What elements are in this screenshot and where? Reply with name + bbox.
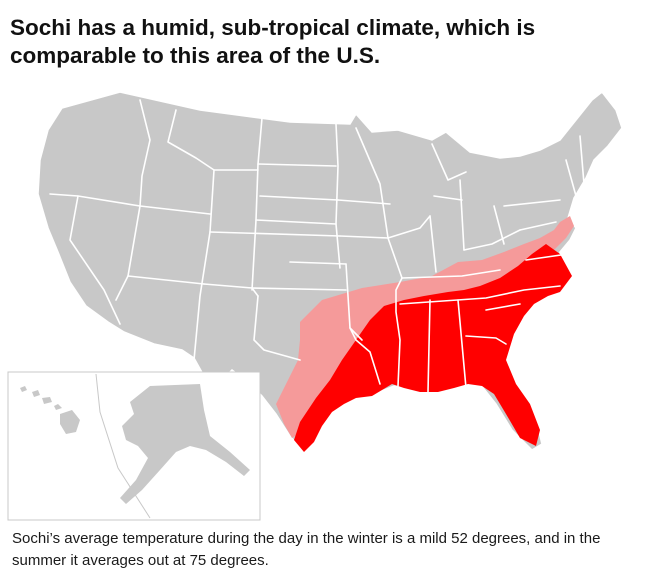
alaska xyxy=(120,384,250,504)
state-borders xyxy=(49,99,587,393)
caption: Sochi’s average temperature during the d… xyxy=(12,530,601,569)
headline: Sochi has a humid, sub-tropical climate,… xyxy=(10,15,536,68)
humid-subtropical-region xyxy=(294,244,572,452)
hawaii-islands xyxy=(20,386,80,434)
transition-climate-region xyxy=(276,216,574,438)
us-climate-map xyxy=(0,82,646,522)
